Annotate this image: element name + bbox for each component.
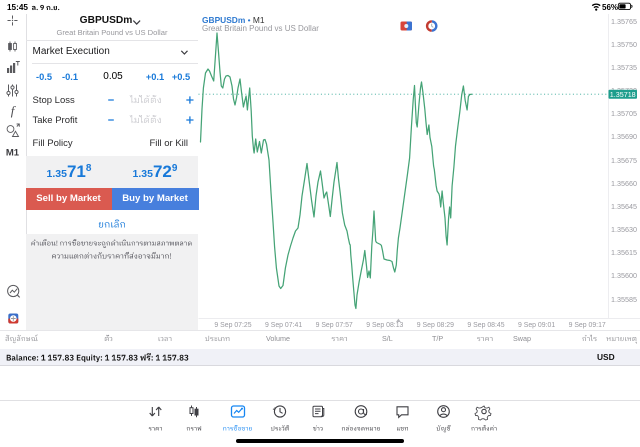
svg-text:1.35718: 1.35718 [610,90,636,99]
svg-text:f: f [11,103,17,118]
svg-text:M1: M1 [6,148,20,159]
